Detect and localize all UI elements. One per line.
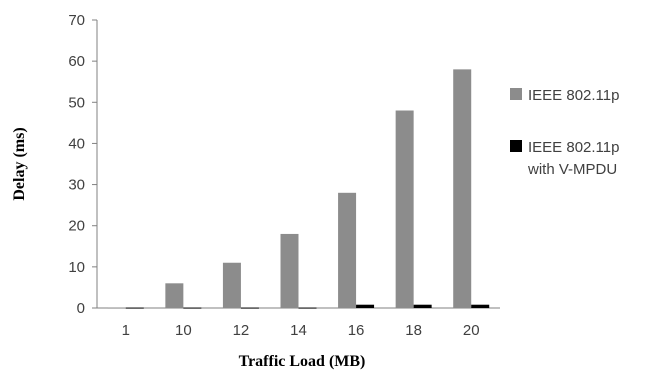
x-tick-labels: 1 10 12 14 16 18 20 bbox=[122, 322, 480, 339]
legend-label-vmpdu-line2: with V-MPDU bbox=[527, 161, 617, 178]
bar-ieee-80211p bbox=[395, 110, 414, 308]
y-tick-label: 10 bbox=[68, 259, 85, 276]
legend-label-ieee: IEEE 802.11p bbox=[528, 87, 619, 104]
x-tick-label: 1 bbox=[122, 322, 130, 339]
x-tick-label: 12 bbox=[233, 322, 250, 339]
bar-ieee-80211p-vmpdu bbox=[356, 304, 375, 308]
x-tick-label: 18 bbox=[405, 322, 422, 339]
y-tick-label: 20 bbox=[68, 218, 85, 235]
bar-ieee-80211p bbox=[338, 192, 357, 308]
bar-ieee-80211p-vmpdu bbox=[240, 307, 259, 309]
legend-swatch-vmpdu bbox=[510, 140, 522, 152]
bars bbox=[107, 69, 490, 309]
legend-label-vmpdu-line1: IEEE 802.11p bbox=[528, 139, 619, 156]
y-tick-label: 30 bbox=[68, 177, 85, 194]
x-tick-label: 20 bbox=[463, 322, 480, 339]
legend: IEEE 802.11p IEEE 802.11p with V-MPDU bbox=[510, 87, 619, 178]
bar-ieee-80211p-vmpdu bbox=[413, 304, 432, 308]
bar-ieee-80211p-vmpdu bbox=[298, 307, 317, 309]
x-tick-label: 14 bbox=[290, 322, 307, 339]
x-tick-label: 16 bbox=[348, 322, 365, 339]
y-axis bbox=[92, 19, 98, 309]
y-tick-label: 70 bbox=[68, 12, 85, 29]
legend-swatch-ieee bbox=[510, 88, 522, 100]
x-axis-title: Traffic Load (MB) bbox=[239, 353, 366, 370]
x-tick-label: 10 bbox=[175, 322, 192, 339]
y-tick-label: 60 bbox=[68, 53, 85, 70]
bar-ieee-80211p bbox=[165, 283, 184, 308]
bar-ieee-80211p-vmpdu bbox=[471, 304, 490, 308]
bar-ieee-80211p-vmpdu bbox=[183, 307, 202, 309]
bar-ieee-80211p bbox=[107, 307, 126, 309]
y-tick-label: 40 bbox=[68, 135, 85, 152]
bar-ieee-80211p bbox=[280, 233, 299, 308]
bar-ieee-80211p bbox=[453, 69, 472, 308]
y-tick-label: 50 bbox=[68, 94, 85, 111]
y-tick-labels: 0 10 20 30 40 50 60 70 bbox=[68, 12, 85, 317]
y-tick-label: 0 bbox=[77, 300, 85, 317]
bar-ieee-80211p bbox=[222, 262, 241, 308]
bar-ieee-80211p-vmpdu bbox=[125, 307, 144, 309]
y-axis-title: Delay (ms) bbox=[11, 127, 28, 200]
